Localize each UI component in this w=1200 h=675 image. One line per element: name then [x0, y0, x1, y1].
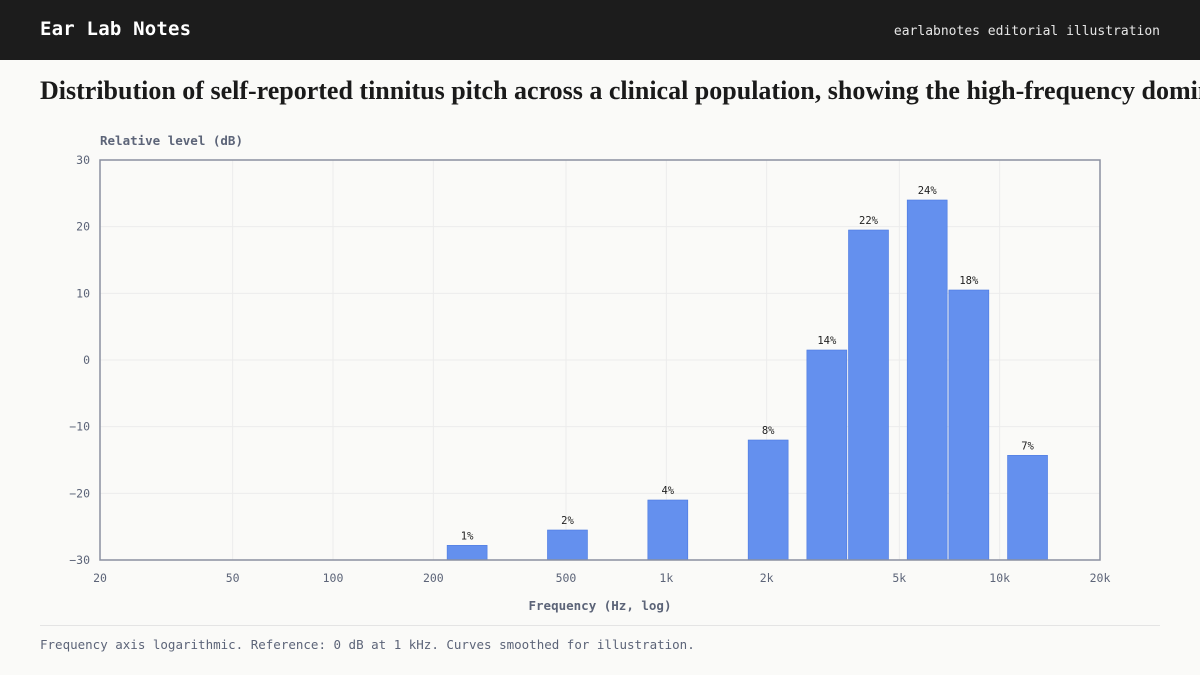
- x-tick-label: 5k: [892, 571, 906, 585]
- bar-value-label: 22%: [859, 215, 879, 227]
- bar-value-label: 8%: [762, 425, 775, 437]
- top-bar: Ear Lab Notes earlabnotes editorial illu…: [0, 0, 1200, 60]
- bar-value-label: 4%: [661, 485, 674, 497]
- x-tick-label: 2k: [760, 571, 774, 585]
- bar-label-layer: 1% 2% 4% 8% 14% 22% 24% 18% 7%: [461, 185, 1035, 542]
- histogram-bar[interactable]: [906, 199, 948, 561]
- y-tick-label: 0: [83, 353, 90, 367]
- x-axis-title: Frequency (Hz, log): [529, 598, 672, 613]
- histogram-bar[interactable]: [547, 529, 588, 561]
- brand-title[interactable]: Ear Lab Notes: [40, 18, 192, 40]
- chart-caption: Frequency axis logarithmic. Reference: 0…: [40, 637, 695, 652]
- histogram-bar[interactable]: [948, 289, 990, 561]
- y-tick-label: 20: [76, 220, 90, 234]
- tick-layer: 20 50 100 200 500 1k 2k 5k 10k 20k3020100−10−20−3…: [69, 153, 1110, 585]
- bar-value-label: 7%: [1021, 440, 1034, 452]
- chart-headline: Distribution of self-reported tinnitus p…: [40, 76, 1200, 105]
- x-tick-label: 200: [423, 571, 444, 585]
- x-tick-label: 50: [226, 571, 240, 585]
- plot-frame: [99, 159, 1101, 561]
- y-tick-label: −10: [69, 420, 90, 434]
- x-tick-label: 20: [93, 571, 107, 585]
- y-tick-label: −20: [69, 486, 90, 500]
- x-tick-label: 1k: [659, 571, 673, 585]
- histogram-bar[interactable]: [806, 349, 848, 561]
- histogram-bar[interactable]: [1007, 455, 1048, 561]
- x-tick-label: 20k: [1090, 571, 1111, 585]
- y-tick-label: −30: [69, 553, 90, 567]
- bar-value-label: 24%: [918, 185, 938, 197]
- y-axis-title: Relative level (dB): [100, 133, 243, 148]
- bar-value-label: 2%: [561, 515, 574, 527]
- x-tick-label: 10k: [989, 571, 1010, 585]
- footer-divider: [40, 625, 1160, 626]
- bar-layer: [446, 199, 1048, 561]
- x-tick-label: 500: [556, 571, 577, 585]
- histogram-bar[interactable]: [446, 545, 488, 561]
- x-tick-label: 100: [323, 571, 344, 585]
- bar-value-label: 14%: [817, 335, 837, 347]
- histogram-bar[interactable]: [848, 229, 889, 561]
- histogram-bar[interactable]: [647, 499, 689, 561]
- y-tick-label: 10: [76, 286, 90, 300]
- brand-tagline: earlabnotes editorial illustration: [893, 24, 1160, 39]
- bar-value-label: 1%: [461, 530, 474, 542]
- bar-value-label: 18%: [959, 275, 979, 287]
- histogram-bar[interactable]: [747, 439, 789, 561]
- y-tick-label: 30: [76, 153, 90, 167]
